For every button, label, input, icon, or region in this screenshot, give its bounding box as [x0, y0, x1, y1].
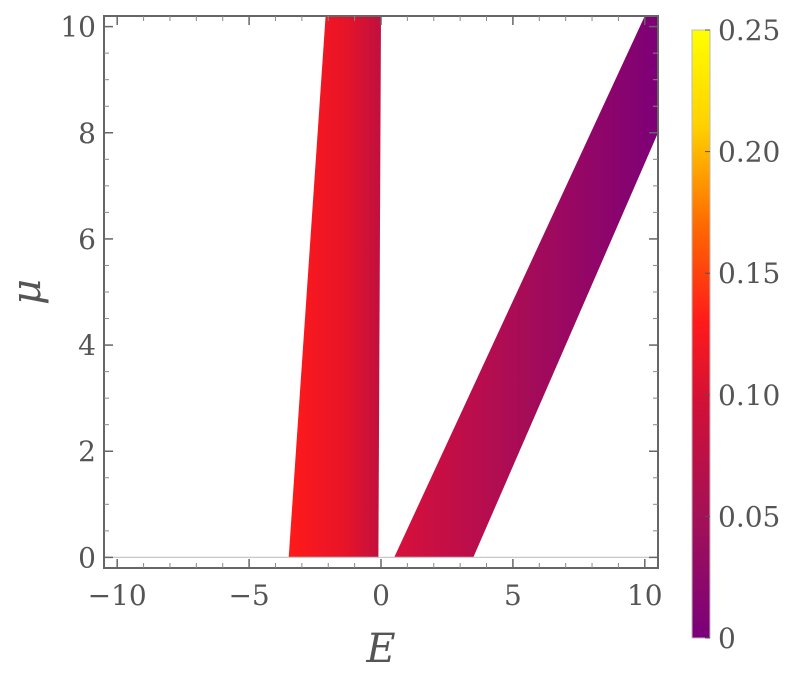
x-tick-label: −5 — [228, 579, 269, 612]
x-axis-tick-labels: −10 −5 0 5 10 — [88, 579, 663, 612]
colorbar-tick-labels: 0 0.05 0.10 0.15 0.20 0.25 — [718, 14, 780, 655]
y-tick-label: 0 — [78, 541, 96, 574]
x-tick-label: 10 — [627, 579, 663, 612]
y-axis-tick-labels: 0 2 4 6 8 10 — [60, 11, 96, 575]
colorbar: 0 0.05 0.10 0.15 0.20 0.25 — [691, 14, 780, 655]
colorbar-ticks — [705, 29, 710, 639]
y-tick-label: 6 — [78, 223, 96, 256]
y-axis-ticks — [104, 25, 658, 559]
x-axis-ticks — [116, 16, 646, 568]
colorbar-tick-label: 0.25 — [718, 14, 780, 47]
x-tick-label: 5 — [504, 579, 522, 612]
y-axis-title: μ — [4, 279, 50, 305]
colorbar-tick-label: 0 — [718, 622, 736, 655]
y-tick-label: 2 — [78, 435, 96, 468]
region-band-1 — [288, 16, 381, 558]
colorbar-tick-label: 0.15 — [718, 257, 780, 290]
x-tick-label: 0 — [372, 579, 390, 612]
x-tick-label: −10 — [88, 579, 147, 612]
regions-layer — [288, 16, 658, 558]
region-band-2 — [394, 16, 658, 558]
y-tick-label: 10 — [60, 11, 96, 44]
colorbar-gradient — [691, 29, 711, 639]
colorbar-tick-label: 0.10 — [718, 379, 780, 412]
y-tick-label: 8 — [78, 117, 96, 150]
y-tick-label: 4 — [78, 329, 96, 362]
plot-area — [104, 16, 658, 568]
x-axis-title: E — [365, 626, 395, 672]
colorbar-tick-label: 0.05 — [718, 500, 780, 533]
colorbar-tick-label: 0.20 — [718, 136, 780, 169]
